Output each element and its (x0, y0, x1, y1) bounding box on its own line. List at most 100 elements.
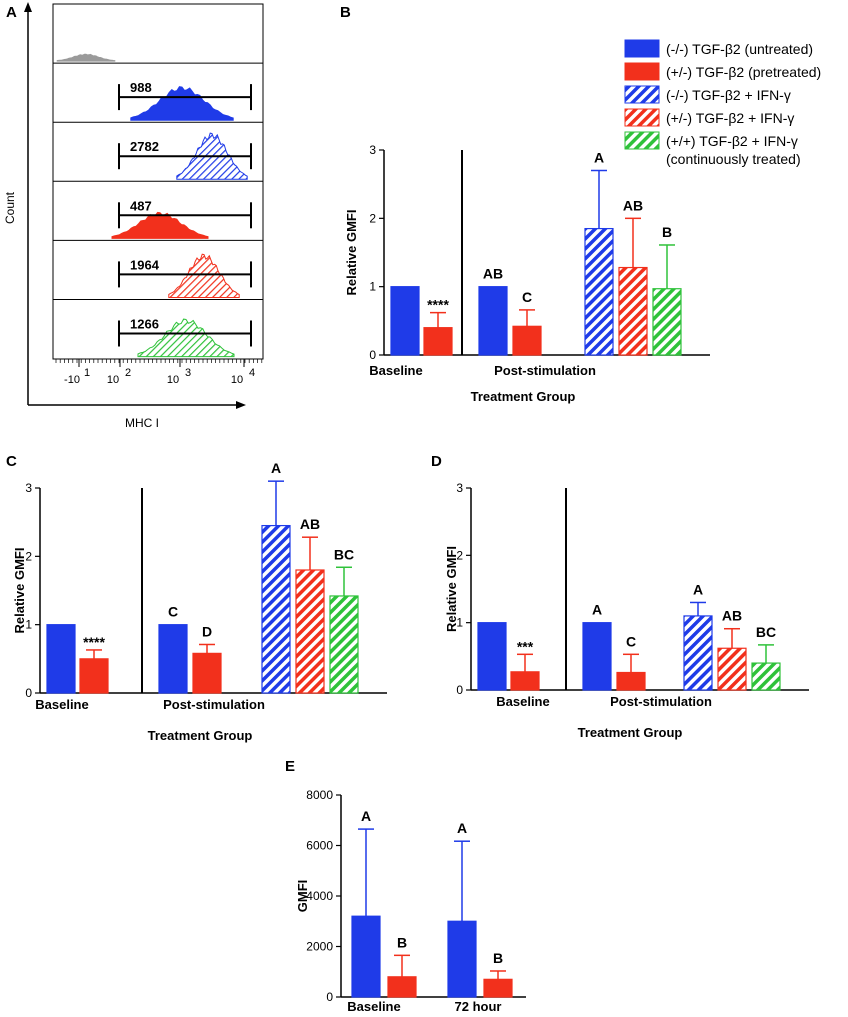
tick-exponent: 1 (84, 367, 90, 379)
y-tick-label: 0 (25, 686, 32, 700)
y-tick-label: 3 (369, 143, 376, 157)
bar (351, 915, 381, 998)
y-tick-label: 1 (456, 616, 463, 630)
x-axis-label: Treatment Group (471, 389, 576, 404)
bar (584, 227, 614, 356)
legend-swatch (624, 108, 660, 127)
bar (79, 658, 109, 694)
y-axis-label: Relative GMFI (444, 546, 459, 632)
significance-label: D (202, 623, 212, 639)
bar (483, 978, 513, 998)
significance-label: AB (300, 516, 320, 532)
bar (46, 624, 76, 694)
significance-label: AB (722, 608, 742, 624)
tick-label: 10 (167, 374, 179, 386)
histogram-curve (111, 211, 209, 239)
significance-label: A (592, 602, 602, 618)
panel-a-histograms: A Count MHC I 988 2782 487 1964 1266 -10 1 10 2… (3, 2, 264, 430)
group-label: Post-stimulation (494, 363, 596, 378)
significance-label: A (457, 820, 467, 836)
bar (512, 325, 542, 356)
panel-letter: B (340, 4, 351, 21)
bar (683, 615, 713, 691)
legend-entry: (-/-) TGF-β2 + IFN-γ (666, 87, 791, 103)
tick-label: -10 (64, 374, 80, 386)
bar (652, 288, 682, 356)
significance-label: A (361, 808, 371, 824)
gate-value: 988 (130, 80, 152, 95)
gate-value: 487 (130, 198, 152, 213)
histogram-row: 1964 (53, 239, 263, 298)
significance-label: A (594, 150, 604, 166)
tick-label: 10 (231, 374, 243, 386)
panel-a-y-arrow-icon (24, 2, 32, 12)
bar (510, 671, 540, 691)
significance-label: **** (427, 297, 449, 313)
significance-label: B (662, 224, 672, 240)
group-label: Baseline (347, 999, 400, 1014)
bar (158, 624, 188, 694)
tick-exponent: 2 (125, 367, 131, 379)
tick-exponent: 4 (249, 367, 255, 379)
bar (261, 524, 291, 694)
y-tick-label: 0 (326, 990, 333, 1004)
panel-letter: C (6, 453, 17, 470)
significance-label: C (522, 289, 532, 305)
bar (751, 662, 781, 691)
panel-d-chart: D 0 1 2 3 Relative GMFI Baseline Post-stimulati… (431, 453, 809, 740)
histogram-row: 1266 (53, 299, 263, 358)
group-label: Post-stimulation (610, 694, 712, 709)
legend-swatch (624, 62, 660, 81)
significance-label: AB (483, 266, 503, 282)
legend-swatch (624, 131, 660, 150)
y-tick-label: 0 (369, 348, 376, 362)
panel-letter: E (285, 758, 295, 775)
y-tick-label: 8000 (306, 788, 333, 802)
bar (387, 976, 417, 998)
y-tick-label: 3 (25, 481, 32, 495)
y-axis-label: Relative GMFI (344, 210, 359, 296)
group-label: Post-stimulation (163, 697, 265, 712)
bar (295, 569, 325, 694)
bar (423, 327, 453, 356)
histogram-curve (130, 86, 234, 121)
panel-a-letter: A (6, 4, 17, 21)
panel-letter: D (431, 453, 442, 470)
significance-label: C (168, 604, 178, 620)
y-tick-label: 1 (25, 618, 32, 632)
group-label: Baseline (35, 697, 88, 712)
group-label: Baseline (496, 694, 549, 709)
bar (478, 286, 508, 356)
y-tick-label: 0 (456, 683, 463, 697)
bar (477, 622, 507, 691)
legend-entry: (+/+) TGF-β2 + IFN-γ (666, 133, 798, 149)
bar (616, 671, 646, 691)
bar (192, 652, 222, 694)
x-axis-label: Treatment Group (578, 725, 683, 740)
histogram-curve (168, 253, 240, 298)
bar (717, 647, 747, 691)
significance-label: C (626, 633, 636, 649)
y-tick-label: 2000 (306, 940, 333, 954)
group-label: Baseline (369, 363, 422, 378)
histogram-row: 2782 (53, 121, 263, 180)
significance-label: A (271, 460, 281, 476)
y-tick-label: 6000 (306, 839, 333, 853)
histogram-row (56, 53, 116, 62)
panel-a-tick-row: -10 1 10 2 10 3 10 4 (55, 359, 263, 386)
histogram-curve (137, 318, 235, 358)
y-axis-label: Relative GMFI (12, 548, 27, 634)
histogram-row: 988 (53, 62, 263, 121)
significance-label: B (493, 950, 503, 966)
panel-a-ylabel: Count (3, 191, 17, 224)
panel-e-chart: E 0 2000 4000 6000 8000 GMFI Baseline 72 hour A B A… (285, 758, 526, 1014)
significance-label: AB (623, 197, 643, 213)
panel-c-chart: C 0 1 2 3 Relative GMFI Baseline Post-stimulati… (6, 453, 387, 743)
y-axis-label: GMFI (295, 880, 310, 913)
gate-value: 1964 (130, 257, 160, 272)
bar (447, 920, 477, 998)
gate-value: 1266 (130, 317, 159, 332)
bar (329, 595, 359, 694)
y-tick-label: 3 (456, 481, 463, 495)
